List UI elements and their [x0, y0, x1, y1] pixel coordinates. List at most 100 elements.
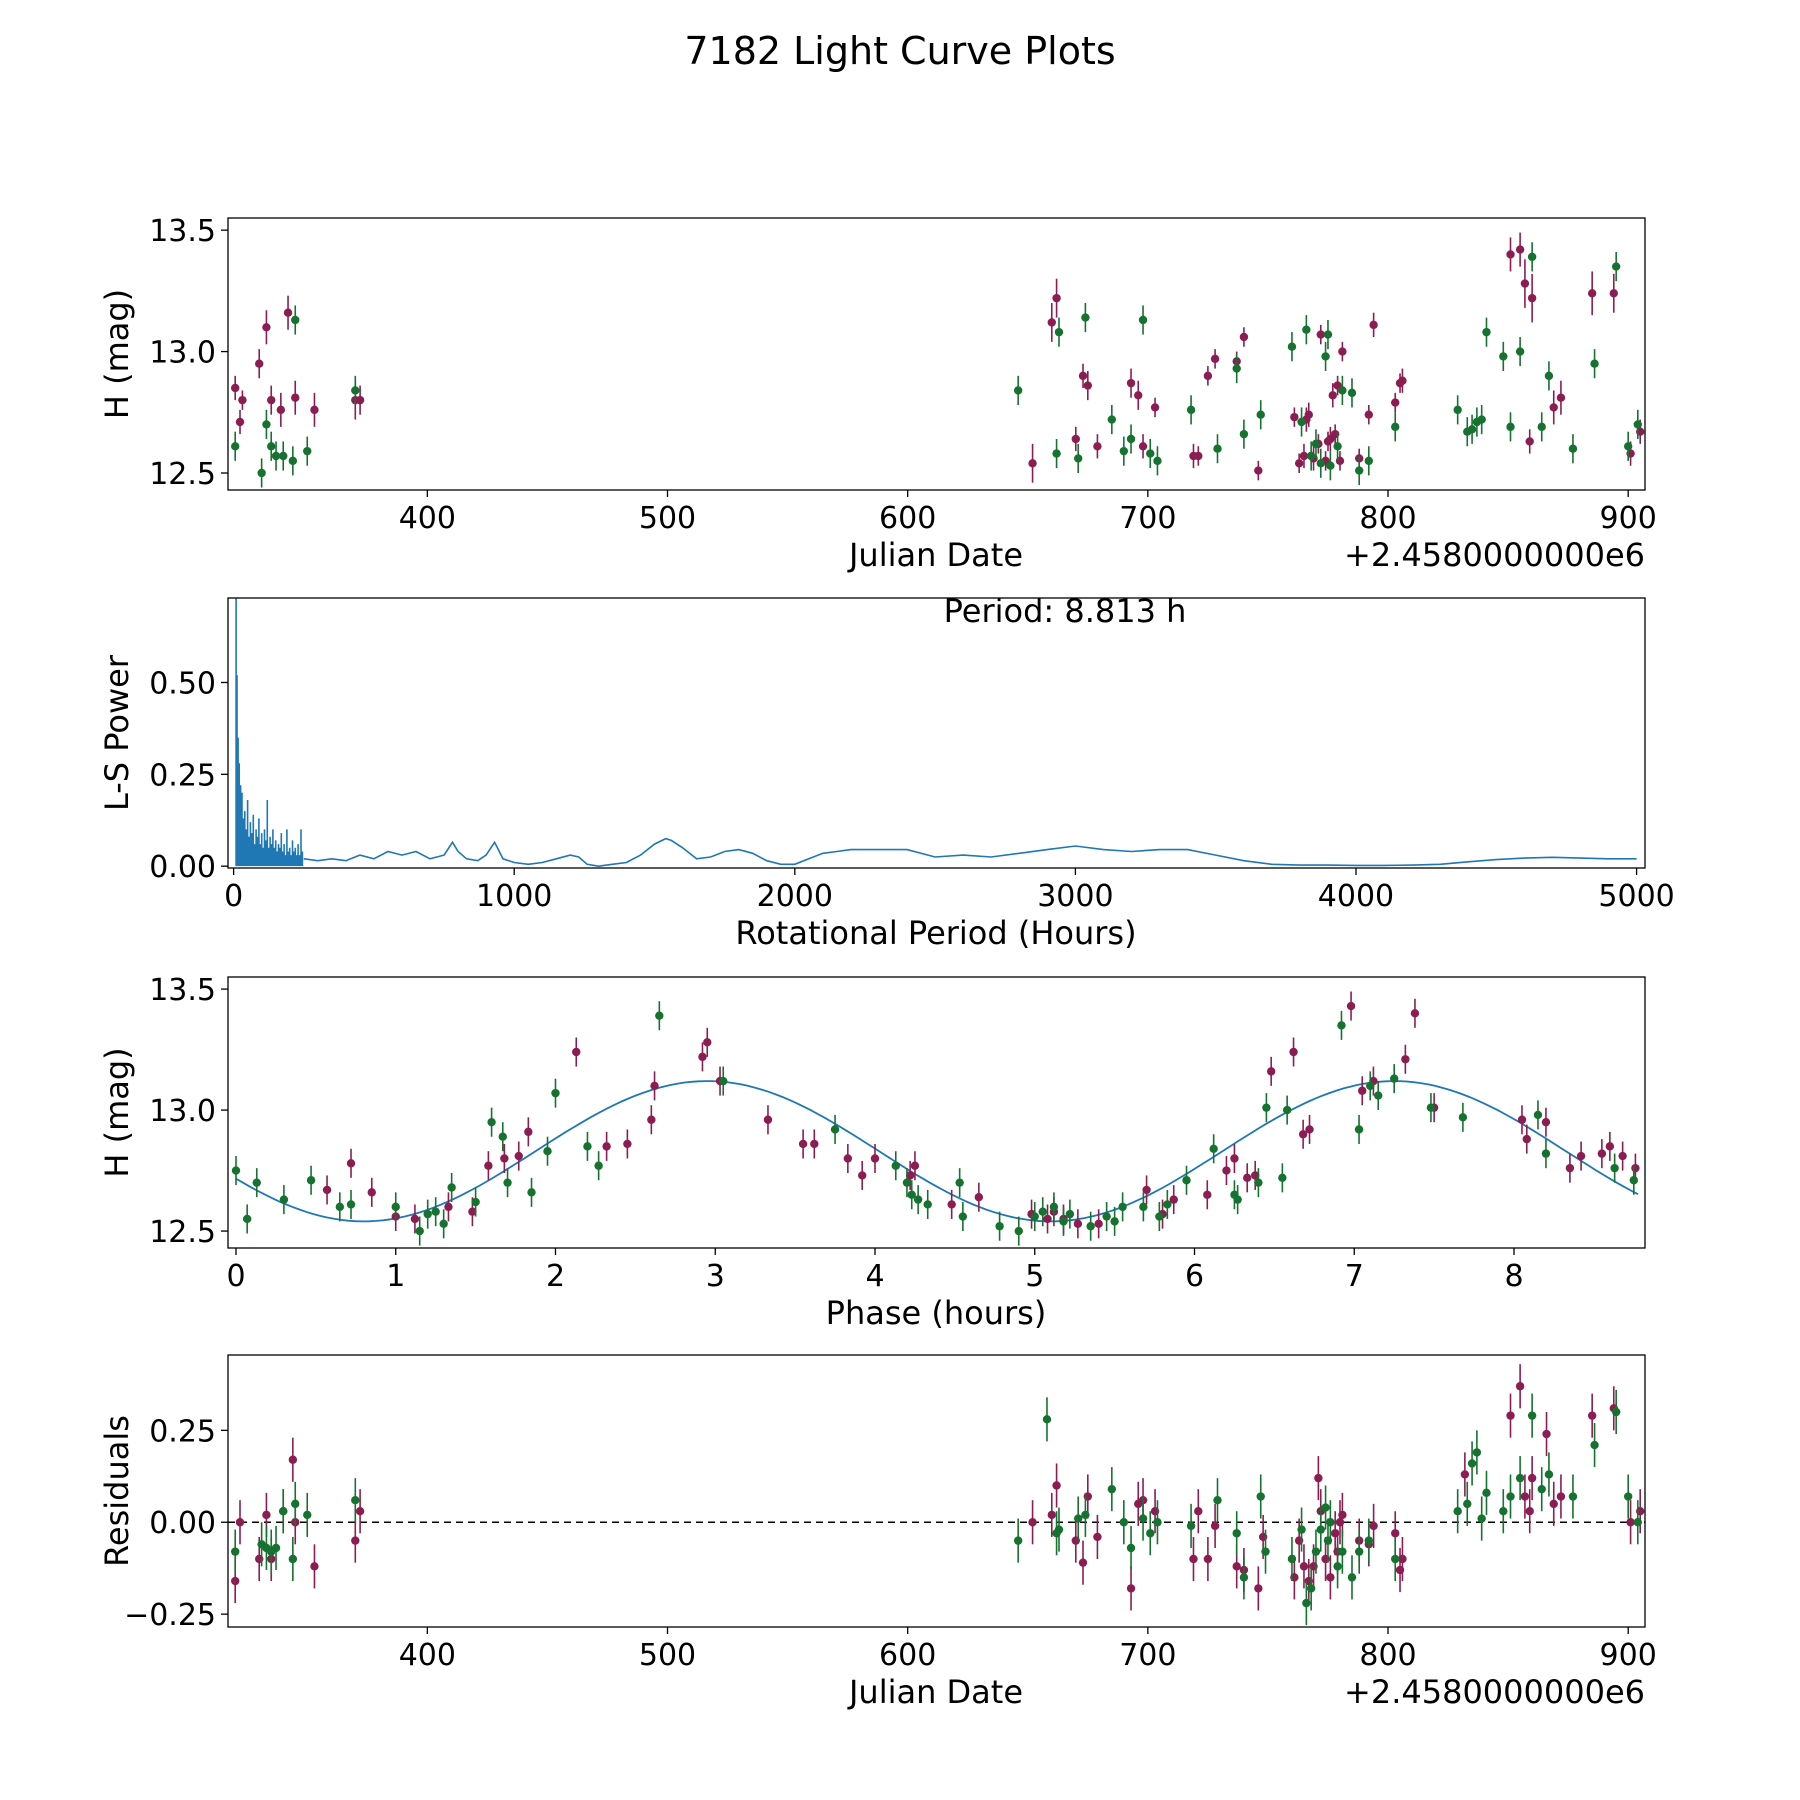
magenta-data-point	[1587, 289, 1597, 298]
magenta-data-point	[1358, 1086, 1367, 1095]
periodogram-y-tick-label: 0.25	[149, 758, 216, 793]
magenta-data-point	[1134, 391, 1143, 400]
green-data-point	[923, 1200, 932, 1209]
residuals-frame	[227, 1354, 1646, 1628]
residuals-y-tick-label: −0.25	[124, 1598, 216, 1633]
magenta-data-point	[1052, 1481, 1061, 1490]
light-curve-x-tick-label: 500	[639, 501, 696, 536]
green-data-point	[252, 1178, 261, 1187]
light-curve-panel: 400 500 600 700 800 900 12.5 13.0 13.5 Julian Da…	[98, 214, 1657, 574]
magenta-data-point	[1094, 1219, 1103, 1229]
green-data-point	[1014, 1226, 1023, 1236]
periodogram-y-tick-label: 0.50	[149, 666, 216, 701]
green-data-point	[1633, 1518, 1642, 1527]
green-data-point	[1086, 1222, 1095, 1231]
phase-frame	[227, 976, 1646, 1249]
green-data-point	[1541, 1149, 1551, 1158]
green-data-point	[543, 1147, 552, 1156]
magenta-data-point	[1316, 330, 1325, 339]
magenta-data-point	[1194, 451, 1203, 461]
magenta-data-point	[798, 1139, 808, 1149]
green-data-point	[291, 1499, 300, 1509]
green-data-point	[1306, 451, 1316, 461]
green-data-point	[1013, 1536, 1023, 1545]
magenta-data-point	[1043, 1214, 1052, 1224]
green-data-point	[902, 1178, 912, 1187]
green-data-point	[1537, 1484, 1546, 1494]
green-data-point	[335, 1202, 345, 1212]
magenta-data-point	[524, 1127, 533, 1137]
magenta-data-point	[1298, 1130, 1308, 1139]
magenta-data-point	[1631, 1163, 1640, 1173]
phase-x-tick-label: 7	[1345, 1259, 1364, 1294]
magenta-data-point	[276, 405, 286, 415]
magenta-data-point	[1093, 442, 1102, 451]
green-data-point	[1239, 429, 1249, 439]
green-data-point	[719, 1076, 728, 1086]
magenta-data-point	[231, 383, 240, 393]
green-data-point	[1590, 359, 1599, 368]
magenta-data-point	[1052, 293, 1061, 303]
green-data-point	[1287, 342, 1297, 351]
magenta-data-point	[1391, 1529, 1400, 1538]
phase-x-label: Phase (hours)	[826, 1294, 1047, 1332]
green-data-point	[1333, 442, 1342, 451]
magenta-data-point	[602, 1142, 611, 1151]
green-data-point	[1146, 1529, 1155, 1538]
green-data-point	[1364, 456, 1374, 466]
green-data-point	[1256, 1492, 1265, 1501]
magenta-data-point	[255, 359, 264, 368]
magenta-data-point	[650, 1081, 659, 1091]
green-data-point	[498, 1132, 507, 1141]
phase-x-tick-label: 2	[546, 1259, 565, 1294]
green-data-point	[1232, 1529, 1241, 1538]
green-data-point	[1568, 1492, 1578, 1501]
green-data-point	[1153, 1518, 1162, 1527]
green-data-point	[231, 1166, 241, 1175]
magenta-data-point	[1609, 289, 1618, 298]
green-data-point	[303, 1510, 312, 1520]
magenta-data-point	[1549, 403, 1558, 412]
residuals-marks	[228, 1364, 1645, 1626]
green-data-point	[1316, 459, 1325, 468]
green-data-point	[279, 1507, 288, 1516]
light-curve-x-tick-label: 600	[879, 501, 936, 536]
phase-y-label: H (mag)	[98, 1047, 136, 1177]
magenta-data-point	[1142, 1185, 1151, 1195]
green-data-point	[1052, 449, 1061, 458]
light-curve-y-label: H (mag)	[98, 289, 136, 419]
residuals-x-tick-label: 500	[639, 1638, 696, 1673]
magenta-data-point	[444, 1202, 453, 1212]
magenta-data-point	[1126, 1584, 1136, 1593]
green-data-point	[891, 1161, 900, 1170]
magenta-data-point	[572, 1047, 581, 1057]
green-data-point	[1544, 371, 1554, 381]
green-data-point	[1568, 444, 1578, 453]
periodogram-x-tick-label: 5000	[1598, 879, 1674, 914]
magenta-data-point	[1203, 1190, 1212, 1199]
magenta-data-point	[1093, 1532, 1102, 1542]
green-data-point	[1354, 466, 1364, 475]
green-data-point	[1239, 1573, 1249, 1582]
periodogram-x-tick-label: 0	[224, 879, 243, 914]
magenta-data-point	[1542, 1429, 1551, 1439]
light-curve-y-tick-label: 12.5	[149, 457, 216, 492]
residuals-x-tick-label: 800	[1359, 1638, 1416, 1673]
green-data-point	[1182, 1176, 1191, 1185]
magenta-data-point	[231, 1576, 240, 1586]
green-data-point	[1256, 410, 1265, 419]
magenta-data-point	[1525, 437, 1534, 446]
green-data-point	[958, 1212, 968, 1221]
magenta-data-point	[484, 1161, 493, 1170]
magenta-data-point	[1346, 1001, 1356, 1011]
magenta-data-point	[1541, 1117, 1551, 1127]
light-curve-plot-area	[231, 232, 1645, 488]
magenta-data-point	[1517, 1115, 1527, 1124]
phase-x-tick-label: 5	[1025, 1259, 1044, 1294]
green-data-point	[1391, 422, 1400, 432]
green-data-point	[1213, 444, 1222, 453]
green-data-point	[1262, 1103, 1271, 1112]
residuals-y-label: Residuals	[98, 1415, 136, 1567]
residuals-offset-label: +2.4580000000e6	[1344, 1673, 1645, 1711]
green-data-point	[1054, 327, 1064, 337]
